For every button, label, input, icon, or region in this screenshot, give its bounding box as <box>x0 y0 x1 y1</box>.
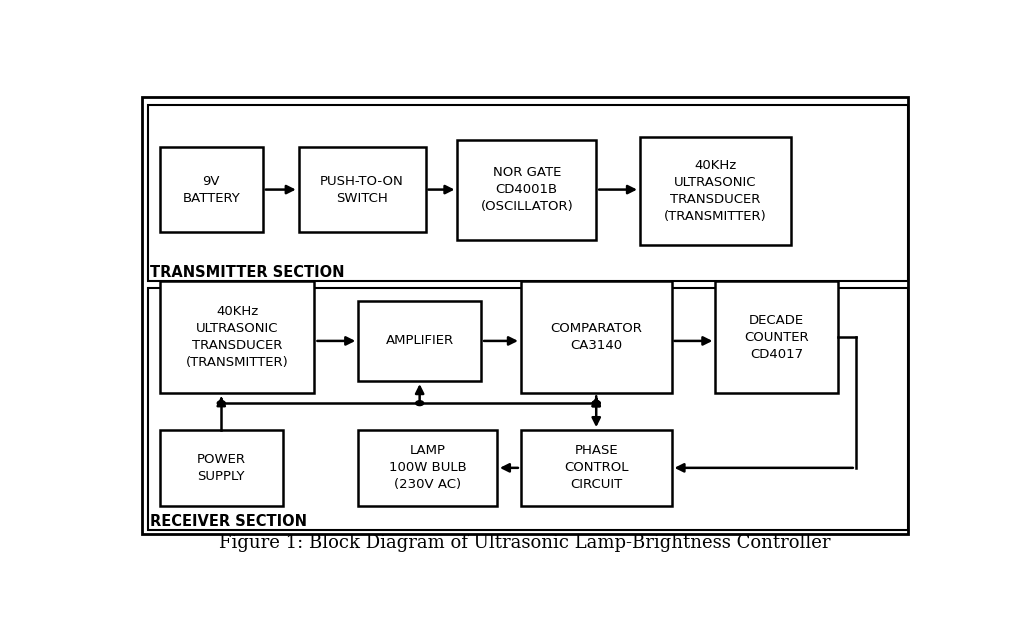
Text: COMPARATOR
CA3140: COMPARATOR CA3140 <box>550 322 642 353</box>
Text: 9V
BATTERY: 9V BATTERY <box>182 174 241 205</box>
Text: NOR GATE
CD4001B
(OSCILLATOR): NOR GATE CD4001B (OSCILLATOR) <box>480 166 573 213</box>
Bar <box>160 147 263 232</box>
Bar <box>715 281 839 393</box>
Circle shape <box>592 401 600 406</box>
Bar <box>358 301 481 381</box>
Text: PHASE
CONTROL
CIRCUIT: PHASE CONTROL CIRCUIT <box>564 444 629 491</box>
Bar <box>147 105 908 281</box>
Bar <box>160 430 283 506</box>
Bar <box>458 139 596 240</box>
Text: POWER
SUPPLY: POWER SUPPLY <box>197 453 246 483</box>
Bar <box>299 147 426 232</box>
Bar <box>521 281 672 393</box>
Text: TRANSMITTER SECTION: TRANSMITTER SECTION <box>151 264 345 280</box>
Bar <box>142 97 908 534</box>
Bar <box>521 430 672 506</box>
Circle shape <box>217 401 225 406</box>
Text: AMPLIFIER: AMPLIFIER <box>386 334 454 347</box>
Bar <box>358 430 497 506</box>
Bar <box>160 281 314 393</box>
Text: RECEIVER SECTION: RECEIVER SECTION <box>151 514 307 529</box>
Text: 40KHz
ULTRASONIC
TRANSDUCER
(TRANSMITTER): 40KHz ULTRASONIC TRANSDUCER (TRANSMITTER… <box>664 158 767 223</box>
Circle shape <box>592 401 600 406</box>
Circle shape <box>416 401 424 406</box>
Text: DECADE
COUNTER
CD4017: DECADE COUNTER CD4017 <box>744 314 809 361</box>
Text: PUSH-TO-ON
SWITCH: PUSH-TO-ON SWITCH <box>321 174 404 205</box>
Bar <box>640 137 791 245</box>
Text: LAMP
100W BULB
(230V AC): LAMP 100W BULB (230V AC) <box>389 444 467 491</box>
Text: 40KHz
ULTRASONIC
TRANSDUCER
(TRANSMITTER): 40KHz ULTRASONIC TRANSDUCER (TRANSMITTER… <box>185 305 289 369</box>
Bar <box>147 288 908 530</box>
Text: Figure 1: Block Diagram of Ultrasonic Lamp-Brightness Controller: Figure 1: Block Diagram of Ultrasonic La… <box>219 534 830 552</box>
